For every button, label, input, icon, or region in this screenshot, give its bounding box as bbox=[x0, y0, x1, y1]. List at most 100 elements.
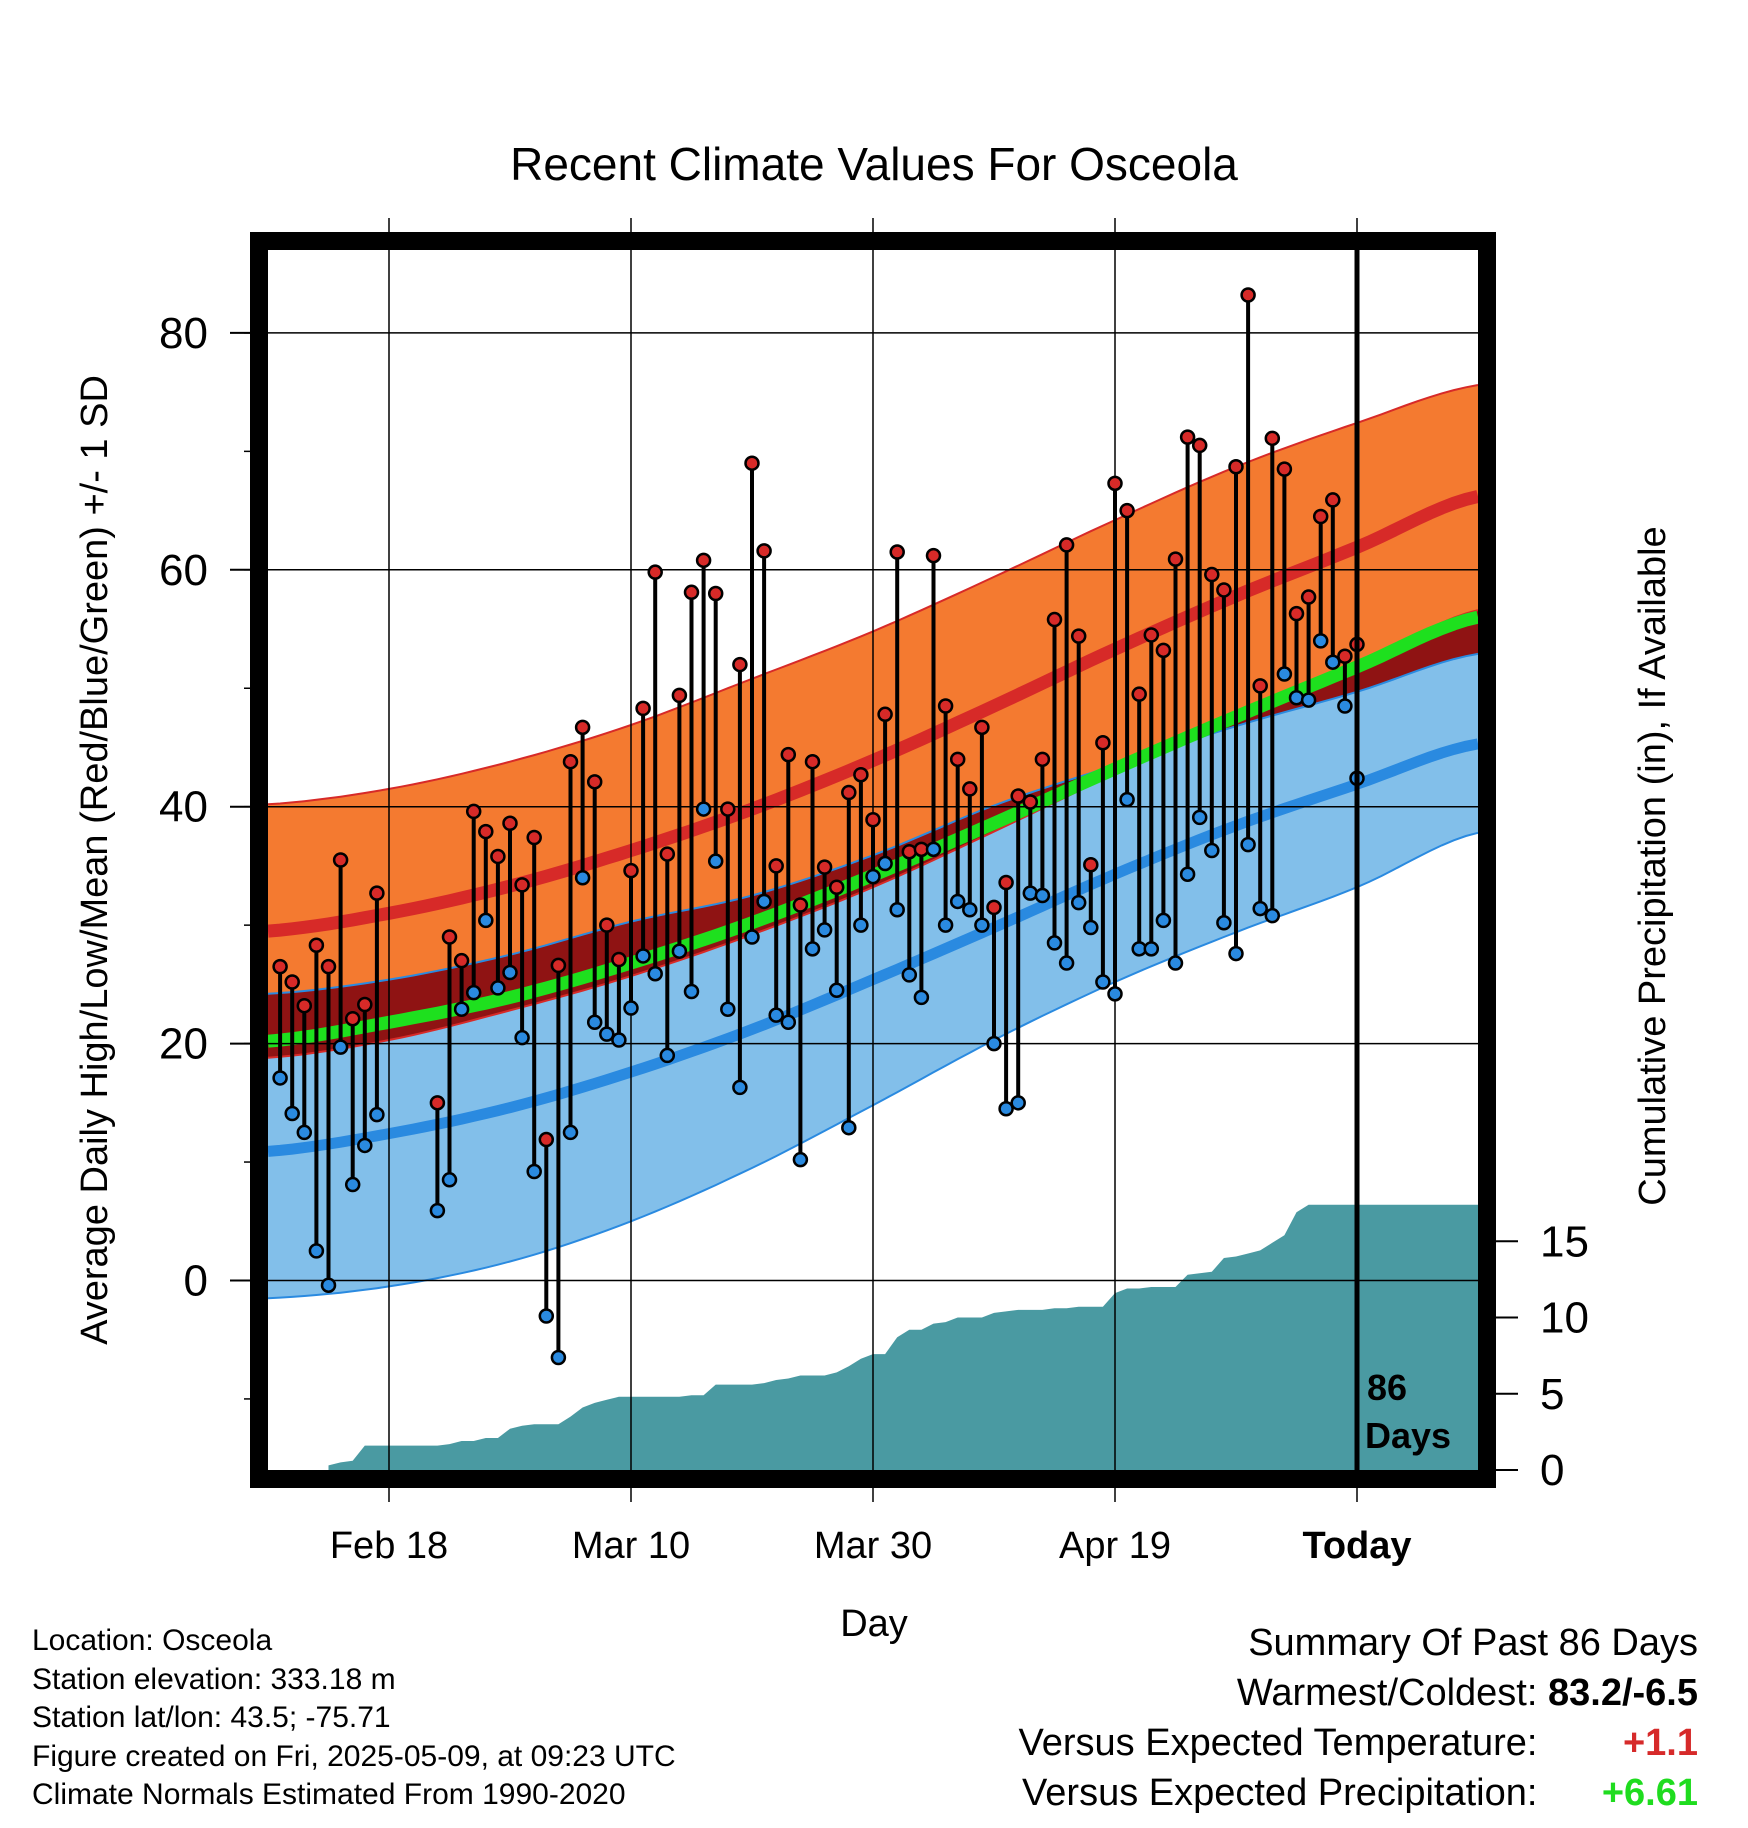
high-point bbox=[586, 774, 603, 790]
high-point bbox=[974, 719, 990, 736]
low-point bbox=[429, 1202, 446, 1219]
high-point bbox=[344, 1010, 361, 1027]
low-point bbox=[1179, 866, 1196, 882]
high-point bbox=[429, 1095, 446, 1111]
high-point bbox=[1288, 605, 1305, 622]
high-point bbox=[1325, 492, 1341, 508]
low-point bbox=[599, 1026, 615, 1042]
high-point bbox=[816, 859, 833, 875]
low-point bbox=[357, 1137, 373, 1154]
today-days-count: 86 bbox=[1367, 1367, 1407, 1408]
low-point bbox=[1083, 919, 1099, 936]
low-point bbox=[1155, 912, 1172, 929]
low-point bbox=[441, 1172, 458, 1188]
low-point bbox=[611, 1032, 627, 1048]
plot-frame bbox=[250, 232, 1496, 1488]
high-point bbox=[538, 1131, 555, 1148]
high-point bbox=[320, 958, 337, 975]
y2-axis-label: Cumulative Precipitation (in), If Availa… bbox=[1632, 526, 1674, 1205]
low-point bbox=[623, 1000, 639, 1016]
high-point bbox=[804, 753, 821, 770]
low-point bbox=[574, 870, 591, 886]
high-point bbox=[901, 843, 918, 860]
created-text: Figure created on Fri, 2025-05-09, at 09… bbox=[32, 1739, 676, 1773]
low-point bbox=[1034, 887, 1051, 904]
low-point bbox=[635, 948, 651, 964]
low-point bbox=[1191, 809, 1208, 826]
high-point bbox=[1179, 429, 1196, 445]
warmest-label: Warmest/Coldest: bbox=[1236, 1672, 1538, 1714]
low-point bbox=[647, 965, 663, 982]
low-point bbox=[502, 964, 518, 981]
low-point bbox=[1107, 986, 1123, 1002]
summary-title: Summary Of Past 86 Days bbox=[1248, 1622, 1698, 1664]
low-point bbox=[974, 917, 990, 933]
high-point bbox=[1022, 794, 1039, 810]
low-point bbox=[550, 1349, 567, 1366]
high-point bbox=[1191, 437, 1208, 454]
high-point bbox=[562, 753, 579, 770]
high-point bbox=[1252, 678, 1268, 694]
low-point bbox=[1070, 894, 1087, 911]
low-point bbox=[465, 984, 482, 1001]
high-point bbox=[441, 929, 458, 945]
high-point bbox=[998, 874, 1014, 891]
low-point bbox=[1264, 907, 1281, 924]
high-point bbox=[768, 858, 784, 874]
y-tick-label: 80 bbox=[159, 309, 208, 358]
low-point bbox=[344, 1176, 361, 1193]
low-point bbox=[1204, 842, 1220, 859]
high-point bbox=[574, 719, 591, 736]
low-point bbox=[296, 1124, 313, 1141]
low-point bbox=[332, 1039, 349, 1055]
high-point bbox=[889, 544, 905, 560]
high-point bbox=[1312, 508, 1329, 525]
low-point bbox=[853, 917, 869, 933]
summary-panel: Summary Of Past 86 Days Warmest/Coldest:… bbox=[1019, 1618, 1698, 1818]
low-point bbox=[998, 1100, 1014, 1117]
low-point bbox=[925, 841, 942, 858]
high-point bbox=[780, 746, 797, 763]
low-point bbox=[526, 1163, 542, 1180]
high-point bbox=[490, 848, 506, 865]
high-point bbox=[1167, 551, 1184, 567]
low-point bbox=[1228, 945, 1244, 962]
high-point bbox=[1300, 589, 1317, 605]
high-point bbox=[828, 879, 845, 895]
low-point bbox=[490, 980, 506, 996]
high-point bbox=[308, 937, 325, 954]
high-point bbox=[1034, 751, 1051, 768]
low-point bbox=[1276, 666, 1293, 682]
high-point bbox=[865, 811, 881, 828]
high-point bbox=[332, 852, 349, 868]
high-point bbox=[707, 585, 724, 602]
y2-tick-label: 10 bbox=[1540, 1294, 1589, 1343]
low-point bbox=[320, 1277, 337, 1293]
x-axis-label: Day bbox=[840, 1603, 908, 1645]
low-point bbox=[780, 1014, 797, 1031]
high-point bbox=[986, 899, 1002, 916]
high-point bbox=[1107, 475, 1123, 492]
high-point bbox=[478, 823, 494, 840]
precip-label: Versus Expected Precipitation: bbox=[1022, 1772, 1538, 1814]
precip-area bbox=[328, 1204, 1478, 1470]
low-point bbox=[877, 855, 893, 872]
low-point bbox=[538, 1308, 555, 1324]
high-point bbox=[623, 862, 639, 879]
low-point bbox=[720, 1001, 736, 1017]
y-tick-label: 20 bbox=[159, 1020, 208, 1069]
precip-value: +6.61 bbox=[1601, 1772, 1698, 1814]
low-point bbox=[1143, 941, 1160, 957]
low-point bbox=[683, 983, 700, 1000]
summary-temp-row: Versus Expected Temperature: +1.1 bbox=[1019, 1718, 1698, 1768]
low-point bbox=[889, 901, 905, 918]
high-point bbox=[296, 997, 313, 1014]
high-point bbox=[732, 656, 748, 673]
low-point bbox=[1167, 955, 1184, 971]
high-point bbox=[1119, 502, 1135, 519]
high-point bbox=[695, 552, 712, 569]
low-point bbox=[962, 901, 978, 918]
low-point bbox=[1022, 885, 1039, 901]
low-point bbox=[744, 929, 760, 945]
